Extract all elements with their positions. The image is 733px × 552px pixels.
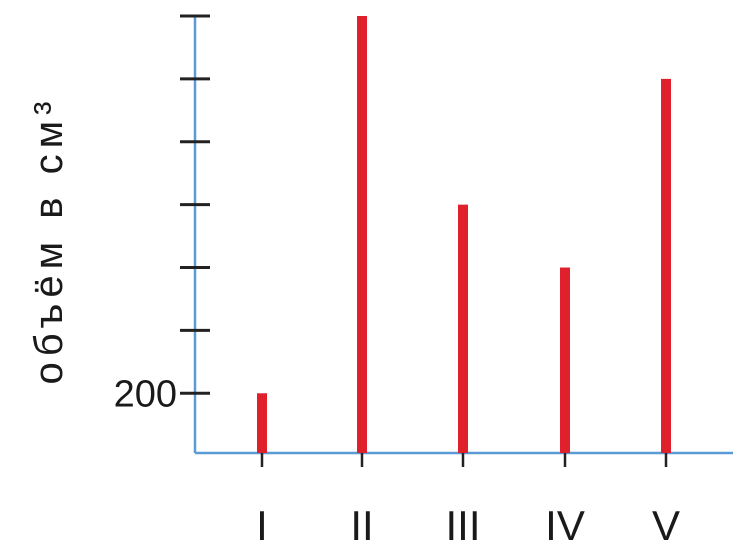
x-tick-label: III — [445, 502, 480, 549]
bar — [661, 78, 671, 454]
x-tick-label: II — [350, 502, 373, 549]
bar — [560, 267, 570, 453]
x-tick-label: V — [652, 502, 680, 549]
bar — [458, 204, 468, 453]
x-tick-label: I — [256, 502, 268, 549]
x-tick-labels: I II III IV V — [256, 502, 680, 549]
bar — [357, 16, 367, 453]
bar — [257, 393, 267, 453]
bars — [257, 16, 671, 454]
y-axis: 200 — [114, 14, 210, 453]
x-tick-label: IV — [545, 502, 585, 549]
y-axis-label: объём в см³ — [27, 96, 71, 385]
y-tick-label: 200 — [114, 373, 177, 415]
